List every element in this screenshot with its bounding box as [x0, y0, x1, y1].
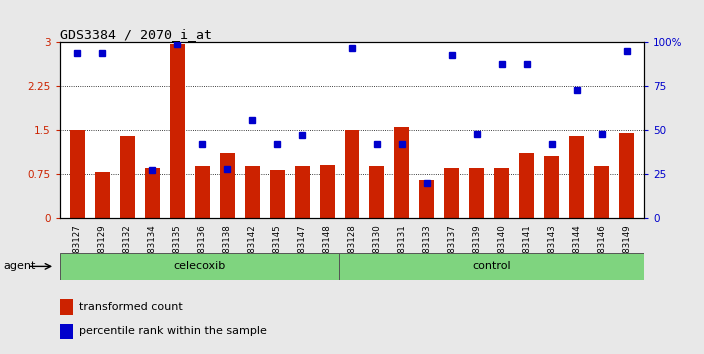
Bar	[170, 44, 184, 218]
Bar	[394, 127, 410, 218]
Bar	[195, 166, 210, 218]
Bar	[470, 168, 484, 218]
Bar	[339, 253, 644, 280]
Bar	[420, 180, 434, 218]
Bar	[294, 166, 310, 218]
Text: agent: agent	[4, 261, 36, 272]
Bar	[444, 168, 460, 218]
Bar	[370, 166, 384, 218]
Bar	[620, 133, 634, 218]
Bar	[60, 299, 73, 315]
Bar	[120, 136, 134, 218]
Bar	[270, 170, 284, 218]
Bar	[145, 168, 160, 218]
Bar	[594, 166, 609, 218]
Bar	[320, 165, 334, 218]
Text: control: control	[472, 261, 511, 272]
Bar	[344, 130, 360, 218]
Bar	[220, 154, 234, 218]
Text: GDS3384 / 2070_i_at: GDS3384 / 2070_i_at	[60, 28, 212, 41]
Bar	[544, 156, 559, 218]
Text: transformed count: transformed count	[79, 302, 182, 312]
Text: percentile rank within the sample: percentile rank within the sample	[79, 326, 266, 337]
Bar	[70, 130, 84, 218]
Bar	[570, 136, 584, 218]
Bar	[60, 324, 73, 339]
Bar	[494, 168, 509, 218]
Bar	[95, 172, 110, 218]
Text: celecoxib: celecoxib	[173, 261, 226, 272]
Bar	[60, 253, 339, 280]
Bar	[244, 166, 260, 218]
Bar	[520, 154, 534, 218]
